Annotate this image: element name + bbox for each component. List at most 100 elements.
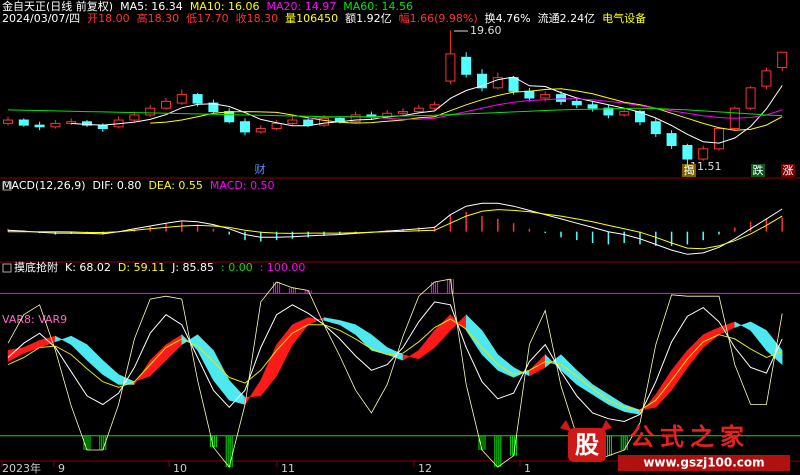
candle-body xyxy=(619,111,630,116)
header-item: 金自天正(日线 前复权) xyxy=(2,0,113,13)
header-item: 低17.70 xyxy=(186,12,229,25)
watermark: 股 公式之家 www.gszj100.com xyxy=(560,420,790,471)
candle-body xyxy=(745,87,756,109)
marker: 财 xyxy=(255,162,266,176)
header-item: J: 85.85 xyxy=(171,261,214,274)
x-tick-label: 1 xyxy=(524,462,531,475)
annotation: 11.51 xyxy=(690,160,722,173)
header-item: K: 68.02 xyxy=(65,261,111,274)
ma-line xyxy=(308,98,783,120)
marker: 涨 xyxy=(783,164,794,177)
x-tick-label: 2023年 xyxy=(2,461,41,475)
header-item: D: 59.11 xyxy=(118,261,165,274)
candle-body xyxy=(508,77,519,92)
d-line xyxy=(7,318,783,411)
header-item: 2024/03/07/四 xyxy=(2,12,80,25)
candle-body xyxy=(18,119,29,126)
marker-box xyxy=(781,164,795,177)
watermark-horns xyxy=(560,420,612,432)
ma-line xyxy=(7,107,783,118)
ma-line xyxy=(71,76,783,144)
level-label: : 100.00 xyxy=(260,261,306,274)
header-item: 流通2.24亿 xyxy=(538,11,596,25)
candle-body xyxy=(429,104,440,109)
ma-line xyxy=(150,88,783,131)
header-item: 高18.30 xyxy=(137,11,180,25)
candle-body xyxy=(319,117,329,126)
candle-body xyxy=(571,100,582,106)
candle-body xyxy=(603,107,614,116)
candle-body xyxy=(350,114,361,123)
panel-icon xyxy=(2,263,12,273)
header-item: 额1.92亿 xyxy=(345,12,392,25)
header-item: 电气设备 xyxy=(602,11,646,25)
candle-body xyxy=(82,121,92,126)
annotation: 19.60 xyxy=(470,24,502,37)
marker-box xyxy=(682,164,696,177)
candle-body xyxy=(34,124,45,128)
watermark-title: 公式之家 xyxy=(630,423,750,451)
dea-line xyxy=(8,209,783,250)
candle-body xyxy=(192,94,203,104)
candle-body xyxy=(492,77,503,89)
header-item: MA10: 16.06 xyxy=(190,0,260,13)
candle-body xyxy=(145,107,156,116)
header-item: DIF: 0.80 xyxy=(93,179,142,192)
x-tick-label: 11 xyxy=(281,462,295,475)
candle-body xyxy=(413,107,424,113)
header-item: MA20: 14.97 xyxy=(267,0,337,13)
candle-body xyxy=(556,94,566,102)
level-label: : 0.00 xyxy=(221,261,253,274)
header-item: MACD: 0.50 xyxy=(210,179,275,192)
candle-body xyxy=(587,104,598,109)
candle-body xyxy=(666,133,677,146)
x-tick-label: 10 xyxy=(173,462,187,475)
candle-body xyxy=(524,90,535,99)
candle-body xyxy=(176,94,187,104)
dif-line xyxy=(7,202,783,255)
header-item: MACD(12,26,9) xyxy=(2,179,86,192)
candle-body xyxy=(129,114,140,121)
ribbon-segment xyxy=(766,329,783,366)
marker-box xyxy=(751,164,765,177)
candle-body xyxy=(540,94,551,99)
ribbon-label: VAR8: VAR9 xyxy=(2,313,67,326)
candle-body xyxy=(224,111,235,123)
candle-body xyxy=(287,119,298,124)
header-item: 开18.00 xyxy=(87,12,130,25)
candle-body xyxy=(398,111,408,114)
header-item: MA60: 14.56 xyxy=(343,0,413,13)
marker: 跌 xyxy=(753,163,764,177)
x-tick-label: 9 xyxy=(58,462,65,475)
j-line xyxy=(7,278,783,468)
watermark-strip xyxy=(618,455,790,471)
candle-body xyxy=(635,111,645,123)
candle-body xyxy=(714,128,724,150)
candle-body xyxy=(698,148,709,160)
header-item: MA5: 16.34 xyxy=(120,0,183,13)
candle-body xyxy=(161,100,171,109)
candle-body xyxy=(271,122,282,130)
header-item: 收18.30 xyxy=(236,11,279,25)
candle-body xyxy=(682,144,693,160)
candle-body xyxy=(650,121,661,135)
candle-body xyxy=(3,119,13,124)
header-item: 摸底抢附 xyxy=(14,260,58,274)
header-item: 幅1.66(9.98%) xyxy=(399,12,478,25)
candle-body xyxy=(208,102,219,113)
watermark-url: www.gszj100.com xyxy=(643,456,764,470)
candle-body xyxy=(303,119,314,126)
candle-body xyxy=(50,122,61,128)
candle-body xyxy=(445,53,456,82)
candle-body xyxy=(255,128,266,133)
watermark-icon: 股 xyxy=(575,431,599,459)
candle-body xyxy=(240,121,250,133)
header-item: 量106450 xyxy=(285,12,338,25)
candle-body xyxy=(477,73,487,89)
k-line xyxy=(7,301,783,423)
candle-body xyxy=(777,51,788,68)
watermark-badge xyxy=(568,428,606,462)
